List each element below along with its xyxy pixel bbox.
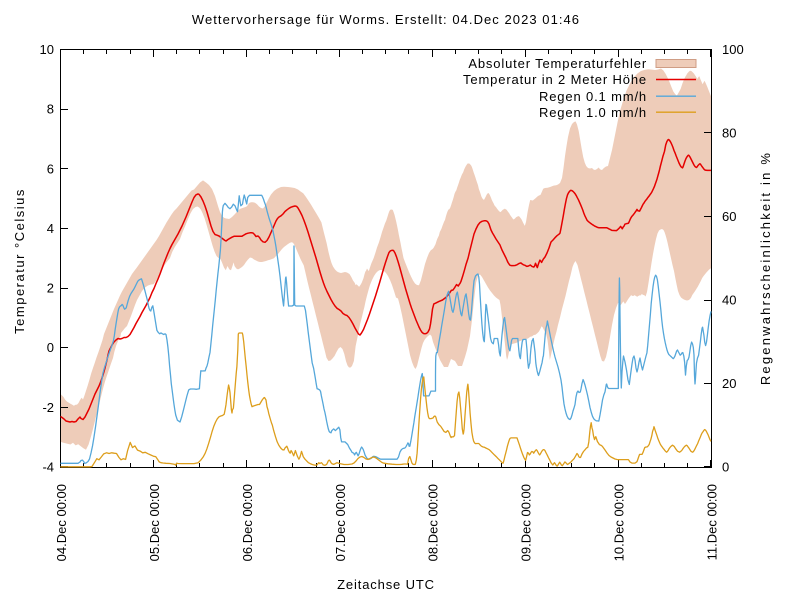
- svg-text:40: 40: [722, 293, 736, 308]
- svg-text:Regenwahrscheinlichkeit in %: Regenwahrscheinlichkeit in %: [758, 151, 773, 385]
- svg-text:80: 80: [722, 126, 736, 141]
- svg-text:Wettervorhersage für Worms. Er: Wettervorhersage für Worms. Erstellt: 04…: [192, 12, 580, 27]
- svg-text:Regen 1.0 mm/h: Regen 1.0 mm/h: [539, 105, 647, 120]
- svg-text:2: 2: [47, 281, 54, 296]
- svg-text:09.Dec 00:00: 09.Dec 00:00: [519, 484, 534, 561]
- svg-text:-2: -2: [42, 400, 54, 415]
- svg-text:04.Dec 00:00: 04.Dec 00:00: [54, 484, 69, 561]
- svg-text:20: 20: [722, 376, 736, 391]
- svg-text:8: 8: [47, 102, 54, 117]
- svg-text:-4: -4: [42, 460, 54, 475]
- svg-text:Absoluter Temperaturfehler: Absoluter Temperaturfehler: [468, 56, 647, 71]
- svg-text:07.Dec 00:00: 07.Dec 00:00: [333, 484, 348, 561]
- svg-text:4: 4: [47, 221, 54, 236]
- svg-text:6: 6: [47, 161, 54, 176]
- svg-text:10.Dec 00:00: 10.Dec 00:00: [612, 484, 627, 561]
- svg-text:08.Dec 00:00: 08.Dec 00:00: [426, 484, 441, 561]
- svg-text:0: 0: [47, 340, 54, 355]
- svg-text:06.Dec 00:00: 06.Dec 00:00: [240, 484, 255, 561]
- svg-text:100: 100: [722, 42, 744, 57]
- svg-text:11.Dec 00:00: 11.Dec 00:00: [705, 484, 720, 560]
- svg-text:60: 60: [722, 209, 736, 224]
- svg-text:10: 10: [40, 42, 54, 57]
- svg-text:05.Dec 00:00: 05.Dec 00:00: [147, 484, 162, 561]
- svg-text:0: 0: [722, 460, 729, 475]
- svg-text:Temperatur in 2 Meter Höhe: Temperatur in 2 Meter Höhe: [463, 72, 647, 87]
- svg-text:Regen 0.1 mm/h: Regen 0.1 mm/h: [539, 89, 647, 104]
- svg-text:Temperatur °Celsius: Temperatur °Celsius: [12, 188, 27, 334]
- svg-text:Zeitachse UTC: Zeitachse UTC: [337, 577, 435, 592]
